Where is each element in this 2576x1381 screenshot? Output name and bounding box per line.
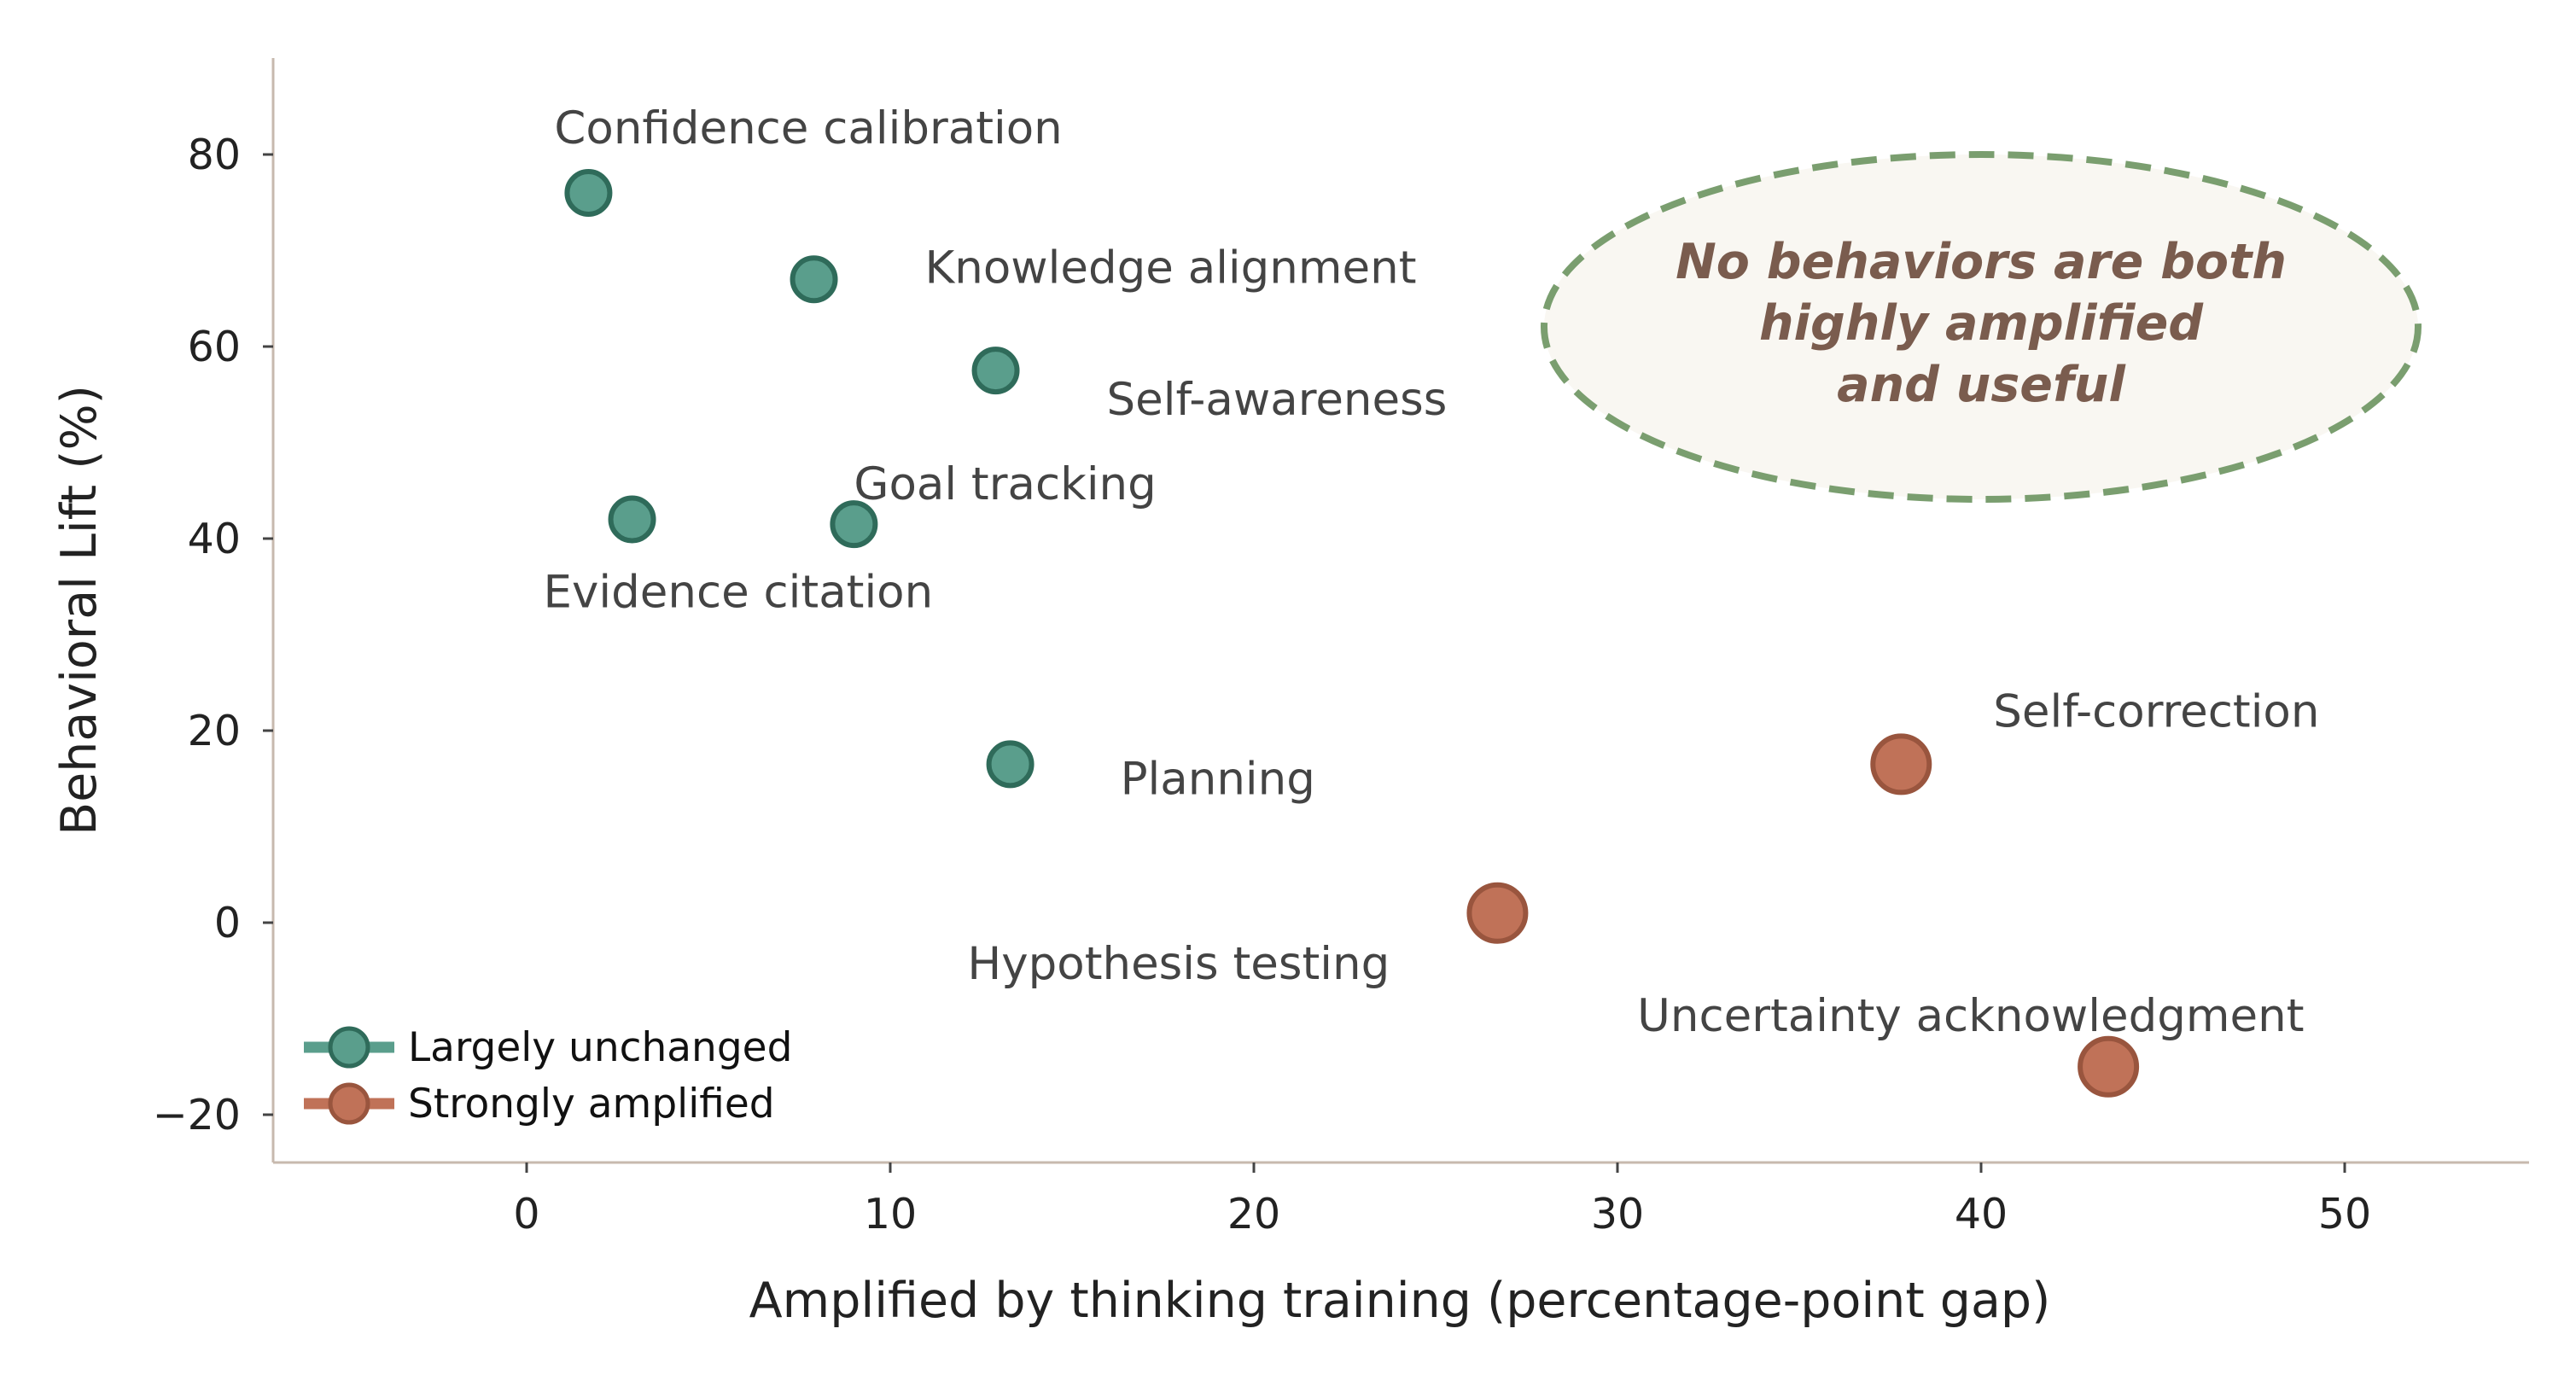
point-evidence-citation xyxy=(608,495,656,544)
point-knowledge-alignment xyxy=(790,255,838,304)
label-hypothesis-testing: Hypothesis testing xyxy=(967,938,1390,990)
point-confidence-calibration xyxy=(564,169,613,217)
point-self-awareness xyxy=(971,347,1020,395)
x-tick-label-0: 0 xyxy=(513,1190,539,1238)
label-knowledge-alignment: Knowledge alignment xyxy=(925,242,1417,294)
callout-ellipse xyxy=(1541,151,2422,503)
y-axis-title: Behavioral Lift (%) xyxy=(51,385,108,836)
legend-label-unchanged: Largely unchanged xyxy=(408,1024,792,1071)
label-uncertainty-acknowledgment: Uncertainty acknowledgment xyxy=(1637,990,2304,1042)
y-tick-label-40: 40 xyxy=(188,515,241,563)
point-self-correction xyxy=(1870,733,1932,795)
x-tick-label-40: 40 xyxy=(1955,1190,2008,1238)
point-labels: Confidence calibration Knowledge alignmen… xyxy=(544,102,2320,1042)
x-tick-label-10: 10 xyxy=(864,1190,917,1238)
point-hypothesis-testing xyxy=(1466,882,1529,944)
point-planning xyxy=(986,740,1034,789)
callout-line-3: and useful xyxy=(1837,357,2126,413)
x-tick-label-50: 50 xyxy=(2318,1190,2371,1238)
label-self-awareness: Self-awareness xyxy=(1107,374,1448,426)
y-tick-label-20: 20 xyxy=(188,707,241,755)
x-tick-label-30: 30 xyxy=(1591,1190,1644,1238)
legend-marker-amplified xyxy=(328,1082,370,1125)
annotation-callout: No behaviors are both highly amplified a… xyxy=(1541,151,2422,503)
legend-marker-unchanged xyxy=(328,1026,370,1069)
legend-label-amplified: Strongly amplified xyxy=(408,1081,775,1128)
y-axis-ticks: −20 0 20 40 60 80 xyxy=(153,131,273,1139)
legend: Largely unchanged Strongly amplified xyxy=(304,1024,792,1128)
label-confidence-calibration: Confidence calibration xyxy=(554,102,1062,154)
x-axis-ticks: 0 10 20 30 40 50 xyxy=(513,1162,2371,1238)
y-tick-label-80: 80 xyxy=(188,131,241,179)
x-axis-title: Amplified by thinking training (percenta… xyxy=(749,1273,2051,1329)
point-uncertainty-acknowledgment xyxy=(2078,1035,2140,1098)
y-tick-label-0: 0 xyxy=(214,899,241,947)
y-tick-label-20: −20 xyxy=(153,1091,241,1139)
label-evidence-citation: Evidence citation xyxy=(544,567,934,619)
label-goal-tracking: Goal tracking xyxy=(854,458,1156,510)
label-self-correction: Self-correction xyxy=(1993,685,2319,737)
callout-line-1: No behaviors are both xyxy=(1676,234,2287,290)
data-points xyxy=(564,169,2140,1098)
x-tick-label-20: 20 xyxy=(1227,1190,1280,1238)
callout-line-2: highly amplified xyxy=(1759,295,2204,352)
point-goal-tracking xyxy=(830,500,878,549)
y-tick-label-60: 60 xyxy=(188,323,241,371)
label-planning: Planning xyxy=(1121,753,1315,805)
